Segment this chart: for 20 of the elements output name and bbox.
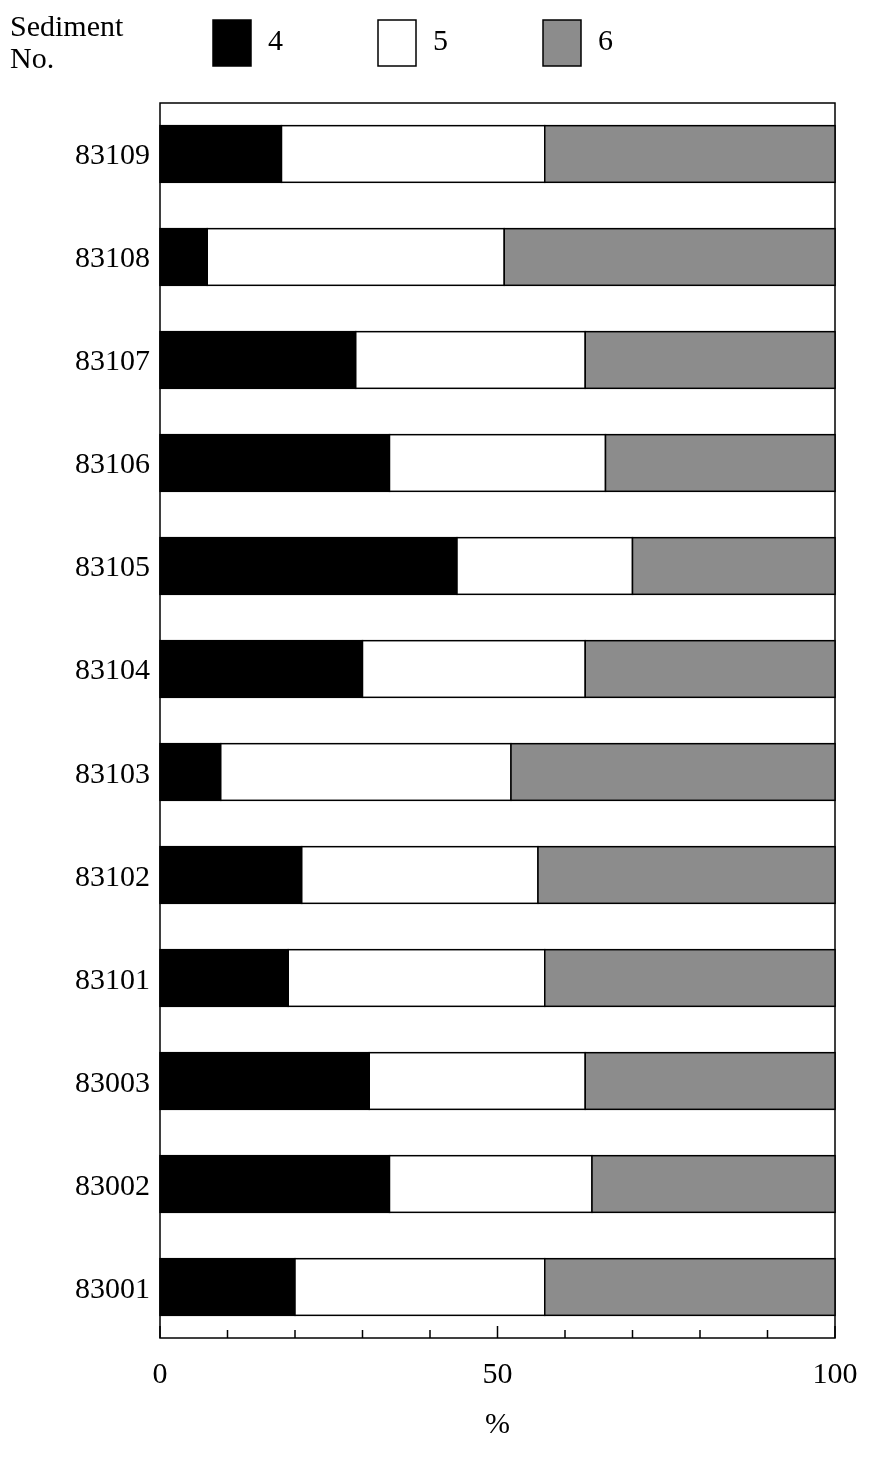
y-tick-label: 83106 — [75, 446, 150, 480]
y-tick-label: 83103 — [75, 755, 150, 789]
y-tick-label: 83108 — [75, 240, 150, 274]
legend-label: 6 — [598, 23, 613, 56]
y-axis-title: Sediment No. — [10, 9, 124, 74]
y-tick-label: 83101 — [75, 961, 150, 995]
y-tick-label: 83105 — [75, 549, 150, 583]
legend-label: 5 — [433, 23, 448, 56]
legend-label: 4 — [268, 23, 283, 56]
x-tick-label: 50 — [482, 1356, 513, 1389]
y-tick-label: 83107 — [75, 343, 150, 377]
y-tick-label: 83102 — [75, 858, 150, 892]
y-tick-label: 83109 — [75, 137, 150, 171]
y-tick-label: 83002 — [75, 1167, 150, 1201]
y-tick-label: 83104 — [75, 652, 150, 686]
y-tick-label: 83003 — [75, 1064, 150, 1098]
x-tick-label: 100 — [812, 1356, 858, 1389]
x-tick-label: 0 — [152, 1356, 168, 1389]
x-axis-title: % — [485, 1406, 510, 1439]
y-tick-label: 83001 — [75, 1270, 150, 1304]
